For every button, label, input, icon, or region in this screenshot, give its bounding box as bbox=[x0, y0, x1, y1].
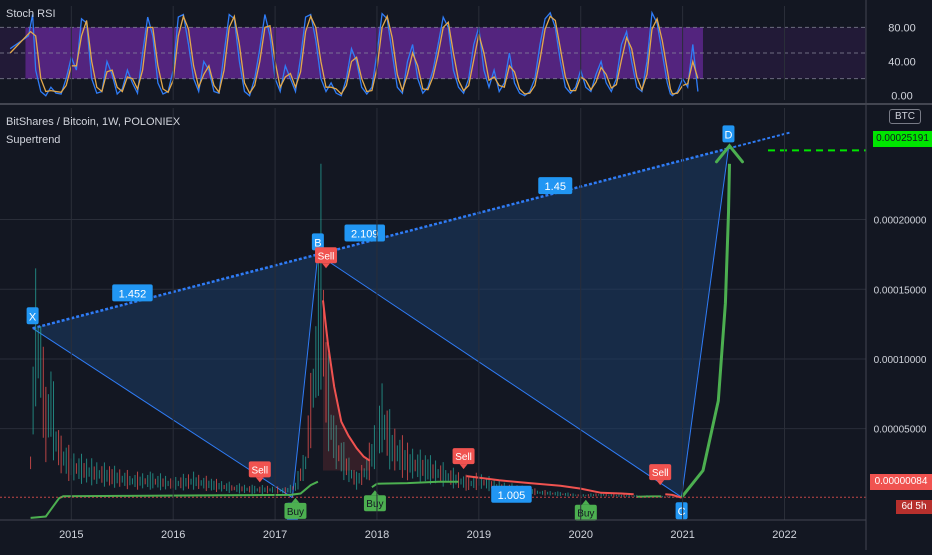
x-tick-label: 2022 bbox=[772, 529, 796, 541]
harmonic-point-label-C: C bbox=[678, 506, 686, 518]
symbol-title[interactable]: BitShares / Bitcoin, 1W, POLONIEX bbox=[6, 116, 180, 128]
x-tick-label: 2015 bbox=[59, 529, 83, 541]
price-tick-label: 0.00005000 bbox=[874, 425, 927, 436]
indicator-title[interactable]: Stoch RSI bbox=[6, 8, 56, 20]
buy-signal-label: Buy bbox=[577, 509, 594, 520]
x-tick-label: 2017 bbox=[263, 529, 287, 541]
price-tick-label: 0.00020000 bbox=[874, 216, 927, 227]
supertrend-title[interactable]: Supertrend bbox=[6, 134, 60, 146]
x-tick-label: 2019 bbox=[467, 529, 491, 541]
price-tick-label: 0.00010000 bbox=[874, 355, 927, 366]
harmonic-ratio-label: 1.005 bbox=[498, 490, 526, 502]
harmonic-point-label-X: X bbox=[29, 311, 37, 323]
sell-signal-label: Sell bbox=[251, 465, 268, 476]
target-price-badge: 0.00025191 bbox=[873, 131, 932, 147]
x-tick-label: 2020 bbox=[568, 529, 592, 541]
rsi-tick-label: 80.00 bbox=[888, 22, 916, 34]
price-tick-label: 0.00015000 bbox=[874, 285, 927, 296]
rsi-tick-label: 40.00 bbox=[888, 57, 916, 69]
buy-signal-label: Buy bbox=[287, 507, 304, 518]
harmonic-point-label-D: D bbox=[724, 129, 732, 141]
sell-signal-label: Sell bbox=[652, 468, 669, 479]
x-tick-label: 2021 bbox=[670, 529, 694, 541]
harmonic-ratio-label: 1.452 bbox=[119, 288, 147, 300]
currency-badge[interactable]: BTC bbox=[889, 109, 921, 124]
sell-signal-label: Sell bbox=[455, 452, 472, 463]
current-price-badge: 0.00000084 bbox=[870, 474, 932, 490]
countdown-badge: 6d 5h bbox=[896, 500, 932, 514]
sell-signal-label: Sell bbox=[318, 251, 335, 262]
harmonic-ratio-label: 2.109 bbox=[351, 228, 379, 240]
buy-signal-label: Buy bbox=[366, 499, 383, 510]
x-tick-label: 2018 bbox=[365, 529, 389, 541]
x-tick-label: 2016 bbox=[161, 529, 185, 541]
rsi-tick-label: 0.00 bbox=[891, 91, 912, 103]
harmonic-ratio-label: 1.45 bbox=[545, 181, 566, 193]
